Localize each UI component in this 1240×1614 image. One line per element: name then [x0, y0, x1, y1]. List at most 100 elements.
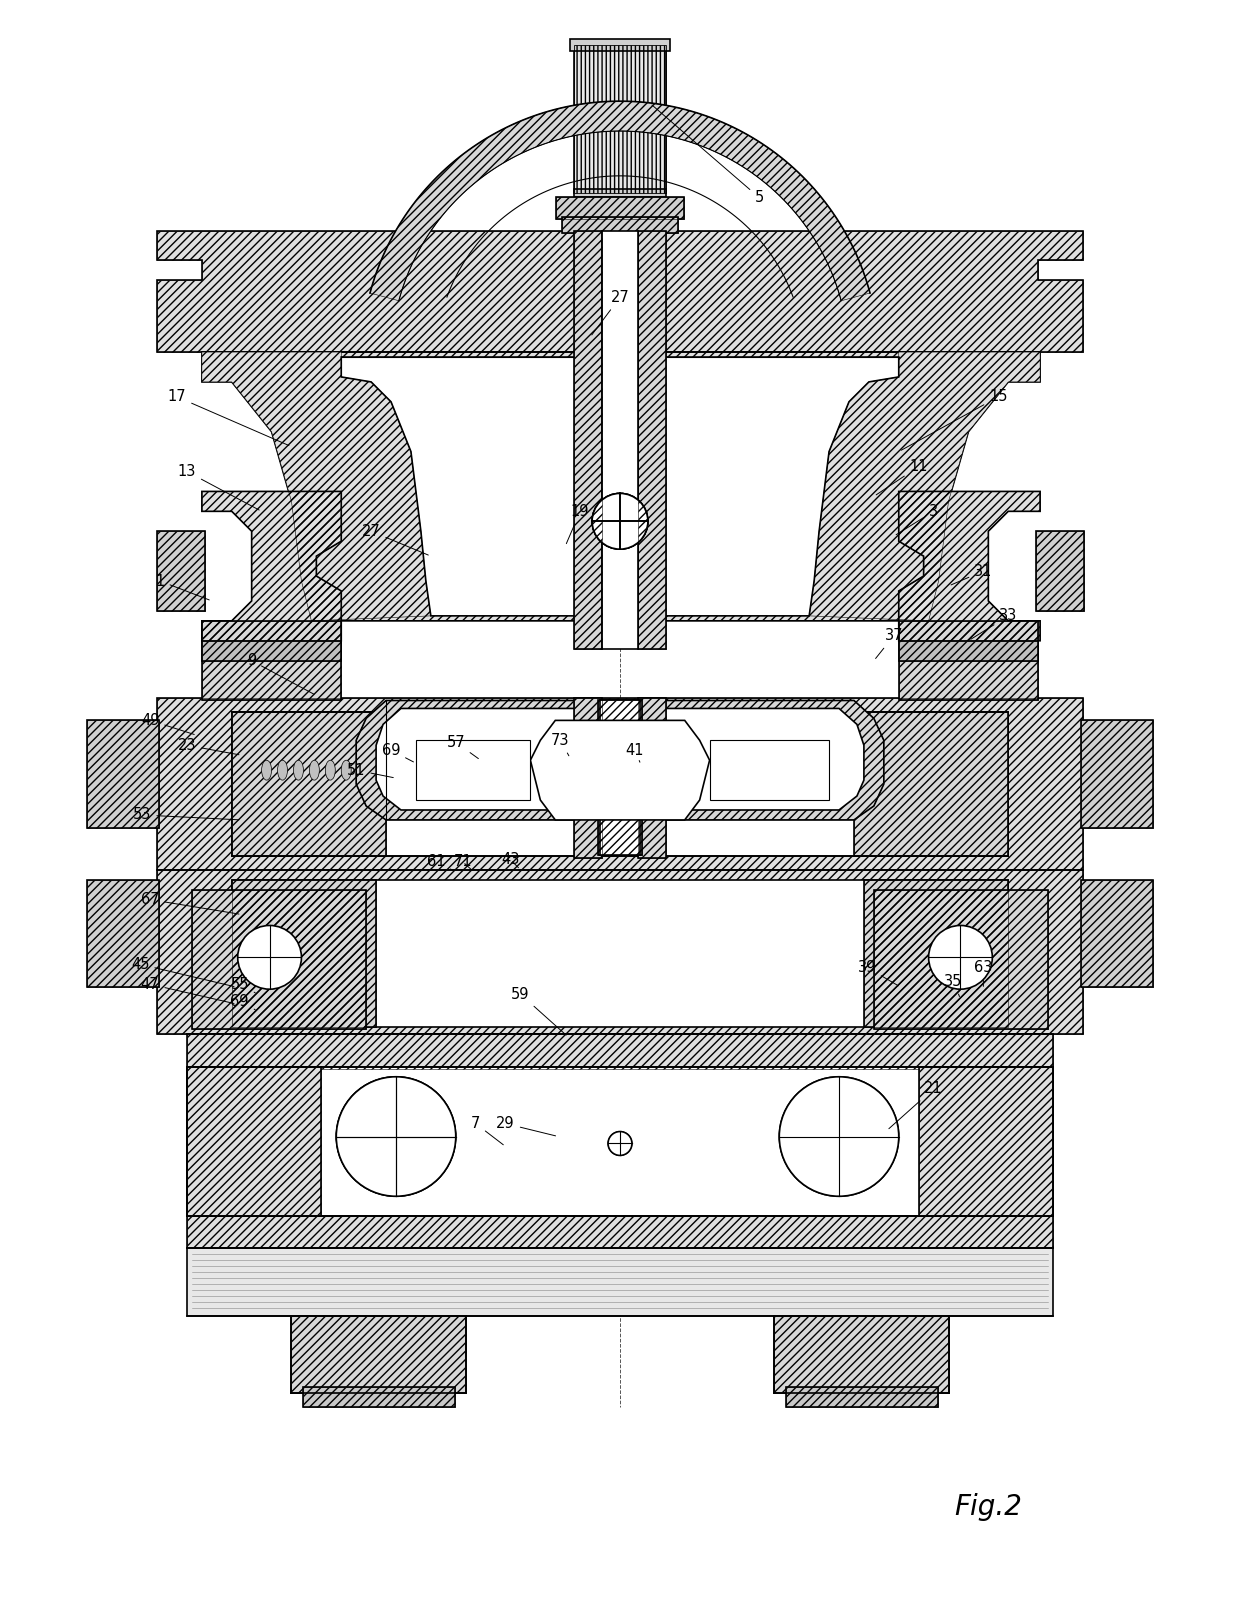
Polygon shape [376, 709, 864, 810]
Bar [574, 231, 603, 649]
Bar [304, 1388, 455, 1407]
Bar [637, 231, 666, 649]
Bar [919, 1067, 1053, 1217]
Bar [87, 880, 159, 988]
Bar [202, 621, 341, 700]
Bar [598, 700, 642, 855]
Text: 35: 35 [945, 973, 962, 996]
Bar [291, 1315, 466, 1393]
Bar [232, 712, 386, 855]
Text: 43: 43 [501, 852, 520, 868]
Text: 1: 1 [155, 573, 210, 600]
Bar [187, 1217, 1053, 1248]
Text: 19: 19 [567, 504, 589, 544]
Text: 59: 59 [511, 986, 567, 1035]
Ellipse shape [262, 760, 272, 780]
Text: 29: 29 [496, 1115, 556, 1136]
Circle shape [779, 1077, 899, 1196]
Bar [574, 45, 666, 192]
Bar [919, 1067, 1053, 1217]
Bar [202, 621, 341, 700]
Text: 27: 27 [591, 291, 630, 334]
Bar [192, 889, 366, 1030]
Bar [232, 712, 1008, 855]
Bar [899, 621, 1038, 700]
Polygon shape [356, 700, 884, 820]
Text: 51: 51 [347, 763, 393, 778]
Bar [562, 216, 678, 232]
Bar [192, 889, 366, 1030]
Text: 63: 63 [975, 960, 992, 986]
Bar [874, 889, 1048, 1030]
Text: 13: 13 [177, 463, 259, 510]
Bar [187, 1067, 321, 1217]
Bar [157, 531, 205, 610]
Text: 21: 21 [889, 1081, 942, 1128]
Circle shape [336, 1077, 456, 1196]
Polygon shape [415, 741, 531, 801]
Bar [232, 880, 1008, 1027]
Circle shape [593, 494, 647, 549]
Bar [854, 712, 1008, 855]
Ellipse shape [325, 760, 335, 780]
Text: 73: 73 [551, 733, 569, 755]
Text: 15: 15 [901, 389, 1008, 450]
Text: 7: 7 [471, 1115, 503, 1144]
Bar [874, 889, 1048, 1030]
Text: 69: 69 [382, 742, 413, 762]
Polygon shape [709, 741, 830, 801]
Bar [570, 39, 670, 52]
Bar [1037, 531, 1084, 610]
Text: 57: 57 [446, 734, 479, 759]
Polygon shape [899, 491, 1040, 641]
Text: 45: 45 [131, 957, 234, 986]
Bar [600, 700, 640, 855]
Bar [87, 880, 159, 988]
Polygon shape [157, 231, 1083, 352]
Text: 33: 33 [971, 608, 1017, 639]
Text: 49: 49 [141, 713, 195, 734]
Text: 3: 3 [897, 504, 939, 534]
Bar [187, 1035, 1053, 1068]
Ellipse shape [310, 760, 320, 780]
Circle shape [593, 494, 647, 549]
Text: 53: 53 [133, 807, 239, 823]
Bar [864, 880, 1008, 1027]
Ellipse shape [294, 760, 304, 780]
Bar [232, 712, 386, 855]
Polygon shape [202, 352, 1040, 621]
Circle shape [593, 494, 647, 549]
Bar [291, 1315, 466, 1393]
Bar [854, 712, 1008, 855]
Bar [598, 700, 642, 855]
Text: 61: 61 [427, 854, 454, 870]
Bar [187, 1035, 1053, 1068]
Bar [603, 231, 637, 649]
Bar [899, 621, 1038, 700]
Polygon shape [810, 352, 1040, 621]
Ellipse shape [278, 760, 288, 780]
Text: 31: 31 [951, 563, 992, 584]
Bar [899, 641, 1038, 660]
Bar [786, 1388, 937, 1407]
Circle shape [929, 925, 992, 989]
Bar [87, 720, 159, 828]
Circle shape [238, 925, 301, 989]
Text: 67: 67 [141, 893, 239, 914]
Text: 47: 47 [141, 976, 234, 1004]
Bar [557, 197, 683, 218]
Polygon shape [157, 699, 1083, 870]
Bar [1081, 880, 1153, 988]
Text: 69: 69 [231, 994, 255, 1010]
Bar [864, 880, 1008, 1027]
Text: 23: 23 [177, 738, 239, 755]
Bar [232, 880, 376, 1027]
Polygon shape [341, 357, 899, 617]
Text: 9: 9 [247, 654, 314, 694]
Bar [157, 531, 205, 610]
Bar [1037, 531, 1084, 610]
Text: 5: 5 [652, 105, 764, 205]
Polygon shape [157, 870, 1083, 1035]
Ellipse shape [341, 760, 351, 780]
Text: 27: 27 [362, 523, 428, 555]
